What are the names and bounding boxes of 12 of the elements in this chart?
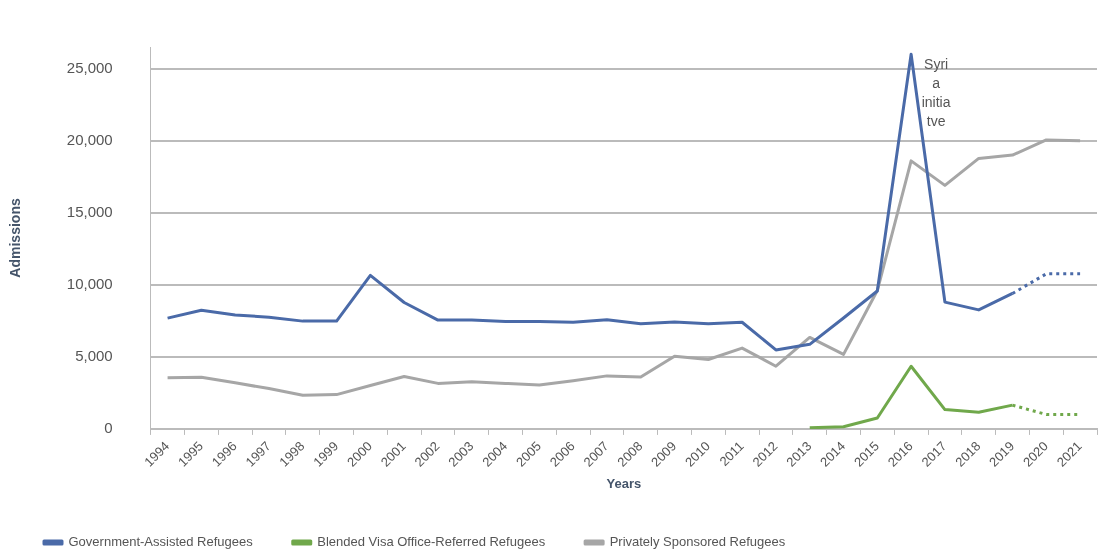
y-tick-label: 0	[104, 419, 113, 437]
y-axis-title: Admissions	[7, 198, 24, 278]
y-tick-label: 20,000	[66, 130, 113, 148]
legend-label: Government-Assisted Refugees	[68, 534, 254, 550]
y-tick-label: 5,000	[75, 347, 113, 364]
y-tick-label: 15,000	[66, 202, 113, 220]
x-axis-title: Years	[606, 475, 642, 491]
legend-label: Privately Sponsored Refugees	[609, 534, 786, 550]
annotation: Syria initiatve	[921, 56, 951, 130]
y-tick-label: 10,000	[66, 274, 113, 292]
y-tick-label: 25,000	[66, 58, 113, 76]
legend-label: Blended Visa Office-Referred Refugees	[317, 534, 546, 550]
